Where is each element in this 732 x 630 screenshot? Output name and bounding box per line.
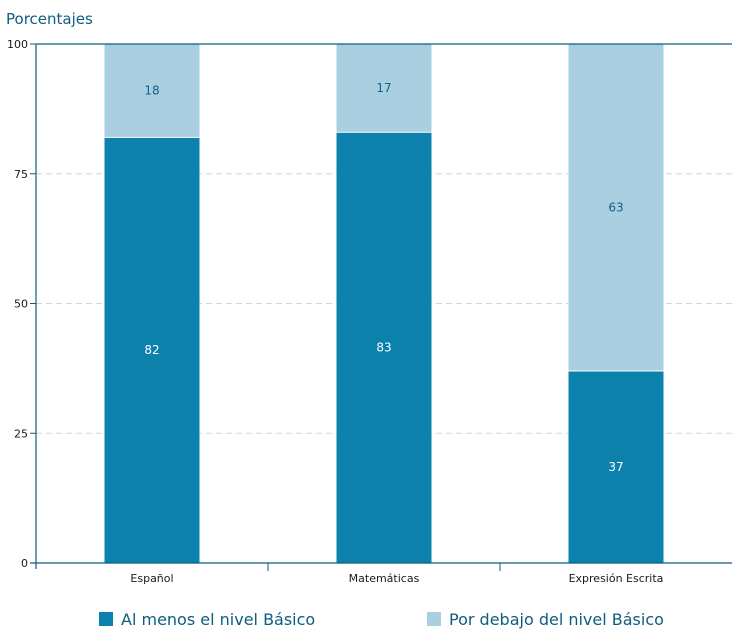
- y-tick-label: 0: [21, 557, 28, 570]
- bar-segment: [568, 44, 664, 371]
- bar-value-label: 82: [144, 343, 159, 357]
- bar-segment: [336, 44, 432, 133]
- bar-value-label: 18: [144, 84, 159, 98]
- y-tick-label: 75: [14, 168, 28, 181]
- bar-segment: [568, 370, 664, 563]
- bar-segment: [336, 132, 432, 564]
- labels: 0 25 50 75 100 82 18 Español 83 17 Matemáticas 37 63…: [7, 38, 663, 585]
- bar-segment: [104, 137, 200, 564]
- x-tick-label: Expresión Escrita: [569, 572, 664, 585]
- axes: [30, 43, 732, 571]
- legend: Al menos el nivel Básico Por debajo del …: [99, 610, 664, 629]
- bars: [104, 44, 664, 564]
- bar-value-label: 83: [376, 341, 391, 355]
- bar-value-label: 17: [376, 81, 391, 95]
- legend-swatch-por-debajo: [427, 612, 441, 626]
- y-tick-label: 25: [14, 427, 28, 440]
- y-tick-label: 100: [7, 38, 28, 51]
- legend-label-por-debajo: Por debajo del nivel Básico: [449, 610, 664, 629]
- y-tick-label: 50: [14, 298, 28, 311]
- y-axis-title: Porcentajes: [6, 10, 93, 28]
- x-tick-label: Español: [130, 572, 173, 585]
- bar-value-label: 63: [608, 200, 623, 214]
- legend-label-al-menos: Al menos el nivel Básico: [121, 610, 315, 629]
- legend-swatch-al-menos: [99, 612, 113, 626]
- x-tick-label: Matemáticas: [349, 572, 420, 585]
- bar-value-label: 37: [608, 460, 623, 474]
- bar-segment: [104, 44, 200, 138]
